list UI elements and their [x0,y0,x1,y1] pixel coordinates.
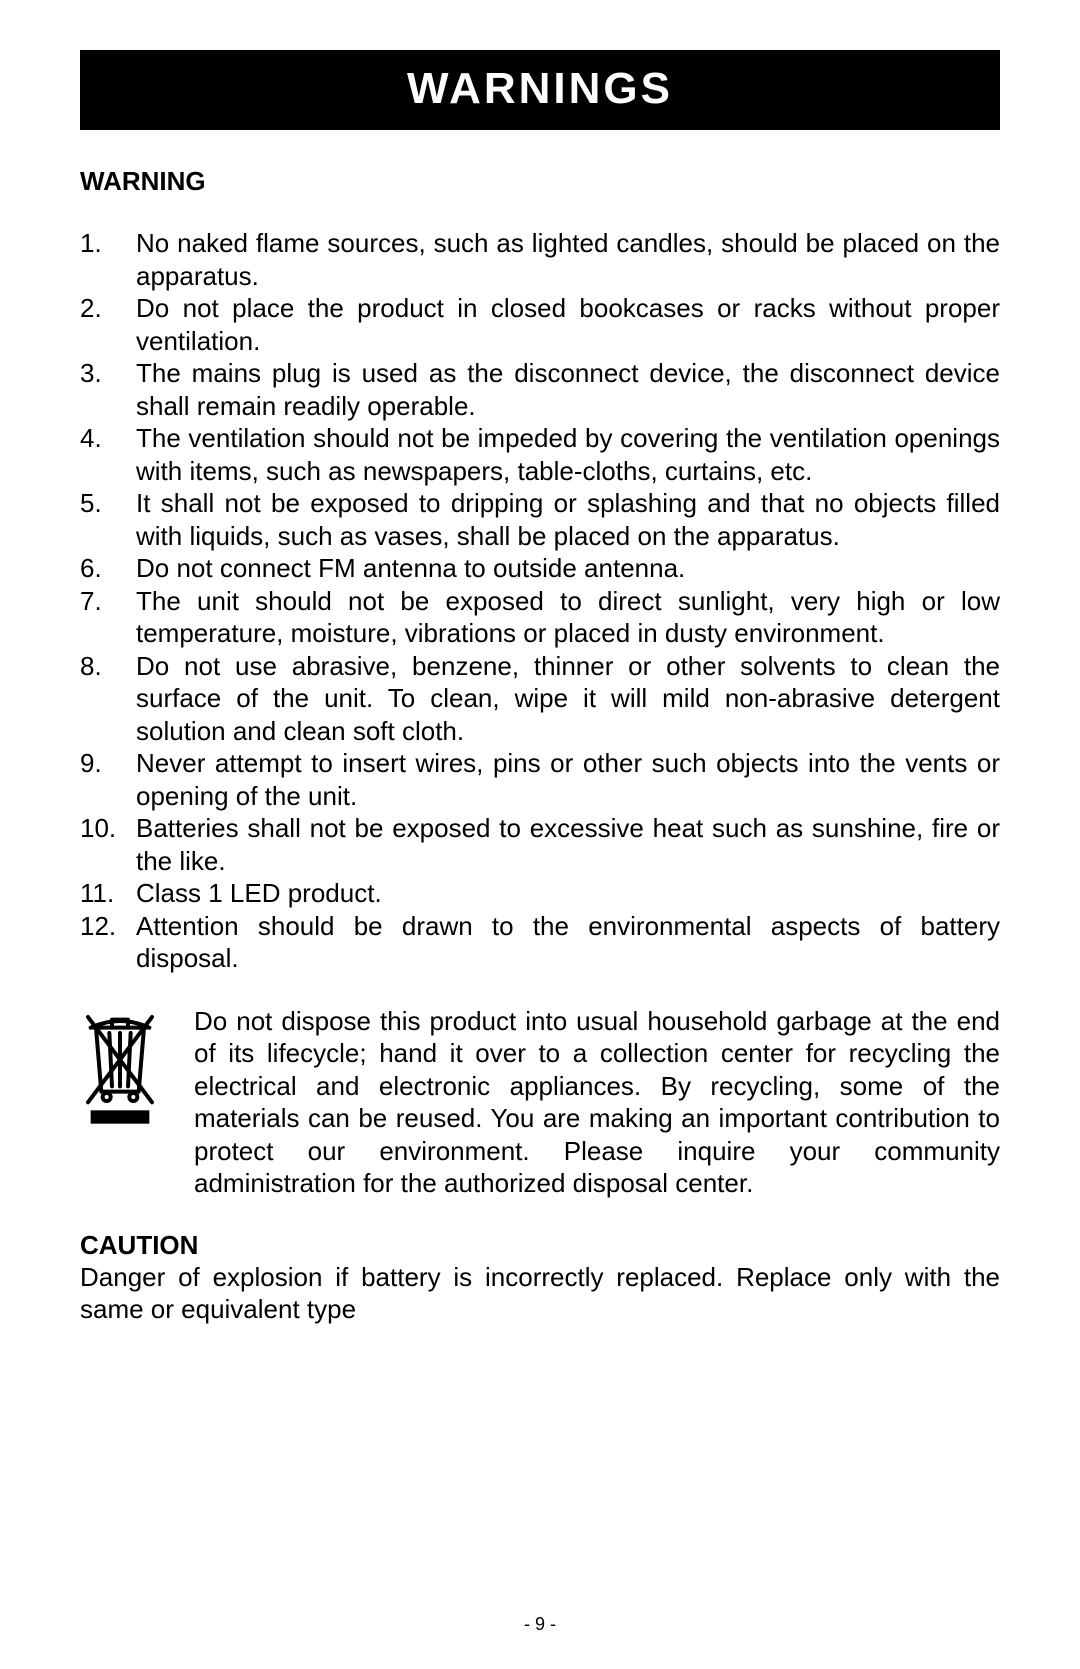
warning-item: 12.Attention should be drawn to the envi… [80,910,1000,975]
warning-item: 8.Do not use abrasive, benzene, thinner … [80,650,1000,748]
warning-item: 3.The mains plug is used as the disconne… [80,357,1000,422]
weee-bin-icon [80,1005,170,1200]
warning-item: 1.No naked flame sources, such as lighte… [80,227,1000,292]
page-number: - 9 - [0,1614,1080,1635]
disposal-text: Do not dispose this product into usual h… [194,1005,1000,1200]
warning-item: 4.The ventilation should not be impeded … [80,422,1000,487]
header-title: WARNINGS [407,64,673,113]
warning-item: 9.Never attempt to insert wires, pins or… [80,747,1000,812]
warning-item: 2.Do not place the product in closed boo… [80,292,1000,357]
warning-label: WARNING [80,166,1000,197]
warning-item: 5.It shall not be exposed to dripping or… [80,487,1000,552]
disposal-section: Do not dispose this product into usual h… [80,1005,1000,1200]
caution-text: Danger of explosion if battery is incorr… [80,1261,1000,1326]
warning-item: 7.The unit should not be exposed to dire… [80,585,1000,650]
warning-item: 11.Class 1 LED product. [80,877,1000,910]
warning-item: 6.Do not connect FM antenna to outside a… [80,552,1000,585]
page: WARNINGS WARNING 1.No naked flame source… [0,0,1080,1669]
caution-label: CAUTION [80,1230,1000,1261]
header-bar: WARNINGS [80,50,1000,130]
warning-list: 1.No naked flame sources, such as lighte… [80,227,1000,975]
warning-item: 10.Batteries shall not be exposed to exc… [80,812,1000,877]
